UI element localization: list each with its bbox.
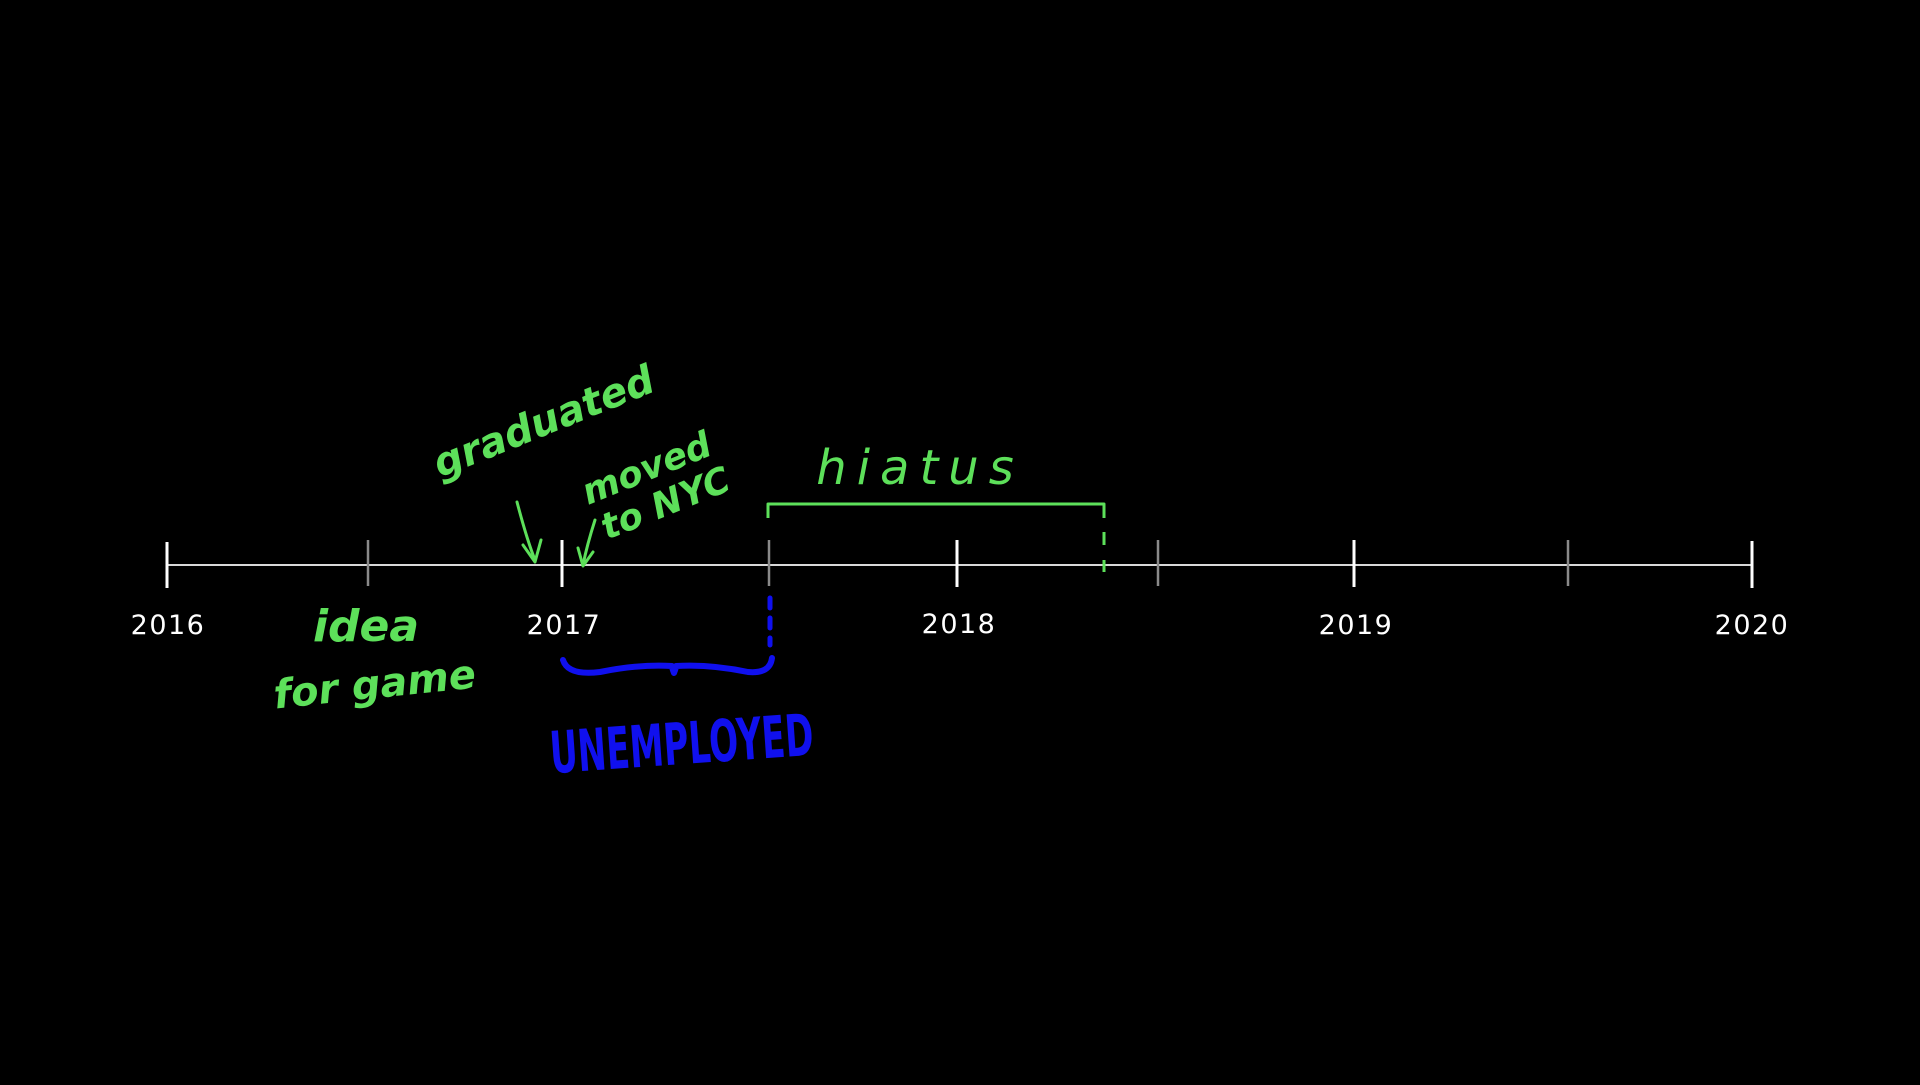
idea-annotation-line2: for game (271, 652, 478, 719)
unemployed-brace (560, 655, 775, 676)
year-label-2019: 2019 (1319, 610, 1394, 641)
minor-ticks (366, 540, 1570, 586)
year-label-2017: 2017 (527, 610, 602, 641)
year-labels: 2016 2017 2018 2019 2020 (131, 609, 1790, 641)
year-label-2016: 2016 (131, 610, 206, 641)
major-ticks (165, 540, 1754, 588)
hiatus-label: hiatus (816, 440, 1023, 496)
idea-annotation-line1: idea (313, 601, 419, 652)
year-label-2020: 2020 (1715, 610, 1790, 641)
year-label-2018: 2018 (922, 609, 997, 640)
unemployed-label: UNEMPLOYED (548, 701, 816, 787)
graduated-arrow-icon (515, 500, 543, 564)
moved-arrow-icon (576, 518, 597, 568)
hiatus-bracket (766, 502, 1106, 572)
